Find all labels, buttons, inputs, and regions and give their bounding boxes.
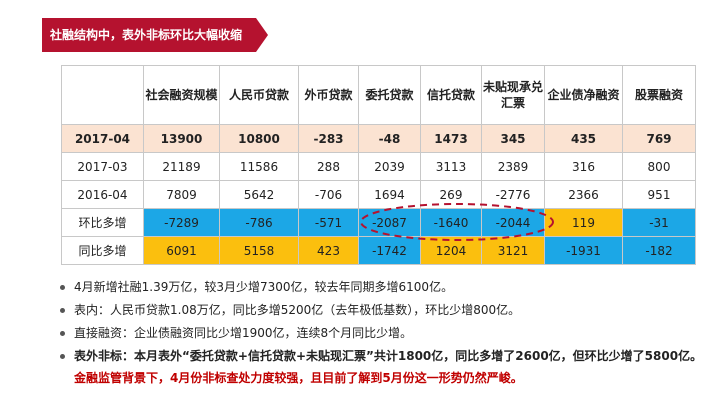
bullet-text: 直接融资：企业债融资同比少增1900亿，连续8个月同比少增。 bbox=[74, 326, 413, 340]
table-row: 同比多增 6091 5158 423 -1742 1204 3121 -1931… bbox=[61, 236, 696, 265]
table-cell: 13900 bbox=[143, 124, 220, 153]
banner-shape bbox=[42, 18, 268, 52]
table-cell: 6091 bbox=[143, 236, 220, 265]
row-label: 2016-04 bbox=[61, 180, 144, 209]
row-label: 2017-03 bbox=[61, 152, 144, 181]
row-label: 同比多增 bbox=[61, 236, 144, 265]
table-cell: 269 bbox=[420, 180, 482, 209]
table-cell: -31 bbox=[622, 208, 696, 237]
table-cell: -283 bbox=[298, 124, 359, 153]
header-cell: 人民币贷款 bbox=[219, 65, 299, 125]
table-cell: 769 bbox=[622, 124, 696, 153]
table-cell: -2087 bbox=[358, 208, 421, 237]
bullet-dot bbox=[60, 331, 65, 336]
bullet-text: 表外非标：本月表外“委托贷款+信托贷款+未贴现汇票”共计1800亿，同比多增了2… bbox=[74, 349, 703, 363]
header-cell: 股票融资 bbox=[622, 65, 696, 125]
bullet-dot bbox=[60, 354, 65, 359]
table-cell: 316 bbox=[544, 152, 623, 181]
table-cell: 7809 bbox=[143, 180, 220, 209]
table-cell: 21189 bbox=[143, 152, 220, 181]
list-item: 直接融资：企业债融资同比少增1900亿，连续8个月同比少增。 bbox=[60, 322, 710, 345]
table-cell: -1931 bbox=[544, 236, 623, 265]
table-cell: 3121 bbox=[481, 236, 545, 265]
table-cell: 800 bbox=[622, 152, 696, 181]
table-cell: 1473 bbox=[420, 124, 482, 153]
row-label: 2017-04 bbox=[61, 124, 144, 153]
list-item: 表内：人民币贷款1.08万亿，同比多增5200亿（去年极低基数），环比少增800… bbox=[60, 299, 710, 322]
table-header-row: 社会融资规模 人民币贷款 外币贷款 委托贷款 信托贷款 未贴现承兑汇票 企业债净… bbox=[61, 65, 696, 125]
bullet-dot bbox=[60, 285, 65, 290]
section-banner: 社融结构中，表外非标环比大幅收缩 bbox=[42, 18, 268, 52]
table-cell: -182 bbox=[622, 236, 696, 265]
header-cell: 企业债净融资 bbox=[544, 65, 623, 125]
table-row: 环比多增 -7289 -786 -571 -2087 -1640 -2044 1… bbox=[61, 208, 696, 237]
table-cell: 1694 bbox=[358, 180, 421, 209]
table-cell: -571 bbox=[298, 208, 359, 237]
row-label: 环比多增 bbox=[61, 208, 144, 237]
table-cell: 435 bbox=[544, 124, 623, 153]
table-cell: -2044 bbox=[481, 208, 545, 237]
bullet-list: 4月新增社融1.39万亿，较3月少增7300亿，较去年同期多增6100亿。 表内… bbox=[60, 276, 710, 389]
bullet-dot bbox=[60, 308, 65, 313]
header-cell: 社会融资规模 bbox=[143, 65, 220, 125]
header-cell: 外币贷款 bbox=[298, 65, 359, 125]
table-cell: -1640 bbox=[420, 208, 482, 237]
table-cell: -2776 bbox=[481, 180, 545, 209]
table-cell: 1204 bbox=[420, 236, 482, 265]
table-cell: 951 bbox=[622, 180, 696, 209]
table-cell: 2389 bbox=[481, 152, 545, 181]
table-cell: 345 bbox=[481, 124, 545, 153]
header-cell: 未贴现承兑汇票 bbox=[481, 65, 545, 125]
list-item: 4月新增社融1.39万亿，较3月少增7300亿，较去年同期多增6100亿。 bbox=[60, 276, 710, 299]
table-cell: 3113 bbox=[420, 152, 482, 181]
table-cell: 5642 bbox=[219, 180, 299, 209]
table-cell: -7289 bbox=[143, 208, 220, 237]
banner-title: 社融结构中，表外非标环比大幅收缩 bbox=[50, 28, 243, 42]
list-item: 表外非标：本月表外“委托贷款+信托贷款+未贴现汇票”共计1800亿，同比多增了2… bbox=[60, 345, 710, 389]
table-row: 2017-04 13900 10800 -283 -48 1473 345 43… bbox=[61, 124, 696, 153]
table-cell: -786 bbox=[219, 208, 299, 237]
table-cell: 2039 bbox=[358, 152, 421, 181]
table-cell: 11586 bbox=[219, 152, 299, 181]
table-cell: 423 bbox=[298, 236, 359, 265]
bullet-text: 4月新增社融1.39万亿，较3月少增7300亿，较去年同期多增6100亿。 bbox=[74, 280, 454, 294]
table-cell: 288 bbox=[298, 152, 359, 181]
table-row: 2016-04 7809 5642 -706 1694 269 -2776 23… bbox=[61, 180, 696, 209]
bullet-emphasis: 金融监管背景下，4月份非标查处力度较强，且目前了解到5月份这一形势仍然严峻。 bbox=[74, 371, 523, 385]
table-cell: -1742 bbox=[358, 236, 421, 265]
table-cell: 10800 bbox=[219, 124, 299, 153]
table-cell: 5158 bbox=[219, 236, 299, 265]
header-cell: 委托贷款 bbox=[358, 65, 421, 125]
header-cell: 信托贷款 bbox=[420, 65, 482, 125]
table-cell: -706 bbox=[298, 180, 359, 209]
bullet-text: 表内：人民币贷款1.08万亿，同比多增5200亿（去年极低基数），环比少增800… bbox=[74, 303, 521, 317]
table-row: 2017-03 21189 11586 288 2039 3113 2389 3… bbox=[61, 152, 696, 181]
table-cell: -48 bbox=[358, 124, 421, 153]
table-cell: 119 bbox=[544, 208, 623, 237]
header-corner bbox=[61, 65, 144, 125]
financing-table: 社会融资规模 人民币贷款 外币贷款 委托贷款 信托贷款 未贴现承兑汇票 企业债净… bbox=[61, 65, 696, 265]
table-cell: 2366 bbox=[544, 180, 623, 209]
